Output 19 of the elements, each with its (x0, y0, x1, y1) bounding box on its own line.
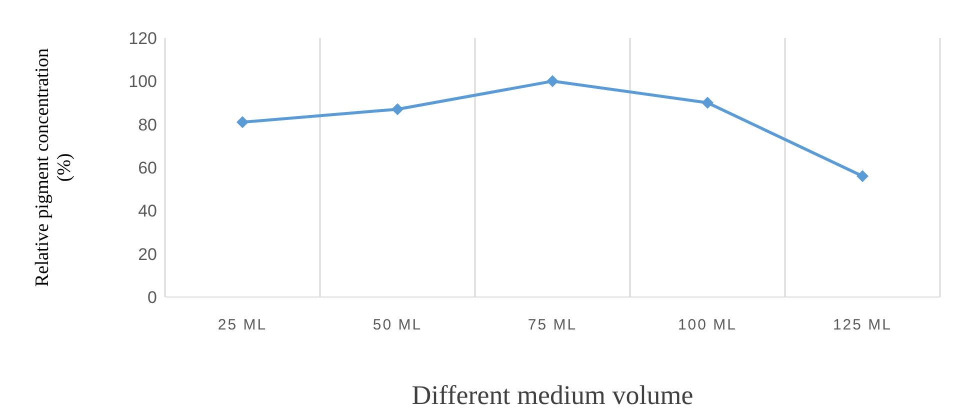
point (392, 103, 404, 116)
y-axis-title: Relative pigment concentration (%) (32, 48, 75, 287)
y-tick-label: 60 (138, 158, 157, 178)
x-tick-label: 50 ML (372, 316, 422, 334)
point (546, 75, 558, 88)
x-tick-label: 25 ML (218, 316, 268, 334)
x-tick-label: 125 ML (832, 316, 892, 334)
y-tick-label: 40 (138, 202, 157, 221)
x-axis-title: Different medium volume (412, 380, 694, 410)
y-tick-label: 100 (128, 72, 157, 92)
y-tick-label: 120 (128, 29, 157, 48)
point (236, 116, 248, 128)
point (856, 170, 868, 182)
x-tick-label: 100 ML (678, 316, 738, 334)
y-tick-label: 20 (138, 244, 157, 264)
y-tick-label: 0 (148, 288, 157, 308)
y-tick-label: 80 (138, 115, 157, 134)
x-tick-label: 75 ML (528, 316, 578, 334)
point (702, 96, 714, 109)
